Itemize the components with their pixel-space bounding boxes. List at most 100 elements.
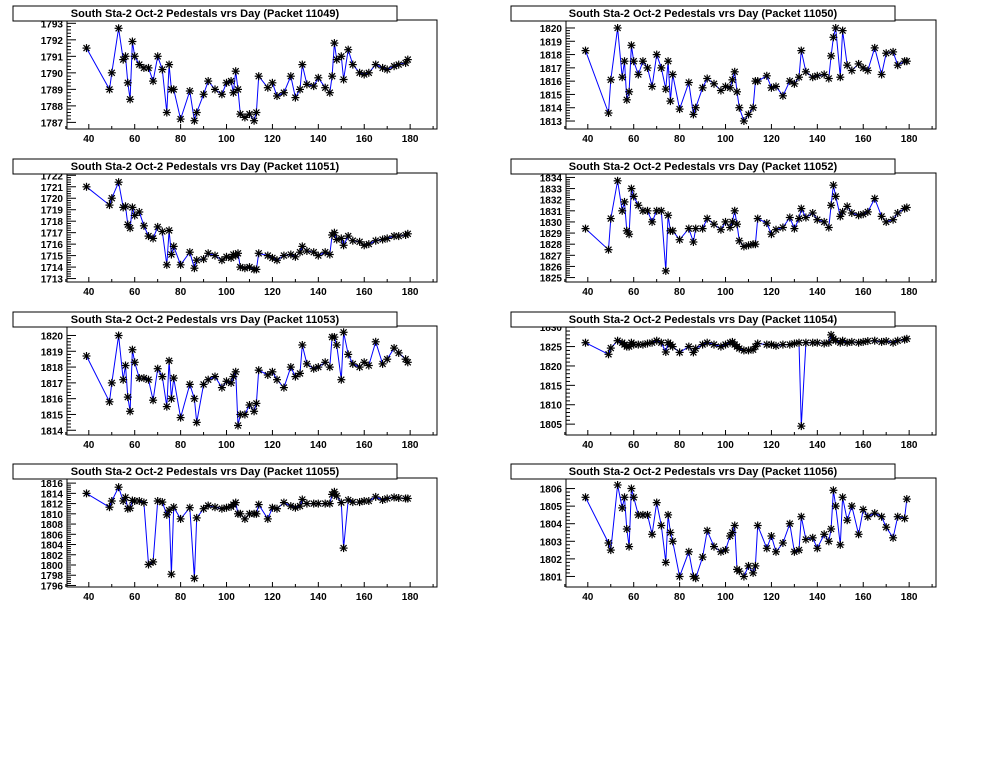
y-tick-label: 1829 [540,229,563,240]
data-point-marker [252,399,261,408]
data-point-marker [158,227,167,236]
data-point-marker [176,115,185,124]
y-tick-label: 1792 [41,36,64,47]
data-point-marker [739,572,748,581]
data-point-marker [344,350,353,359]
data-point-marker [703,526,712,535]
x-tick-label: 160 [855,287,872,298]
data-point-marker [250,116,259,125]
data-point-marker [870,194,879,203]
data-point-marker [664,211,673,220]
data-point-marker [882,49,891,58]
data-point-marker [231,367,240,376]
data-point-marker [778,539,787,547]
data-point-marker [622,525,631,533]
data-point-marker [211,251,219,260]
y-tick-label: 1717 [41,229,64,240]
data-point-marker [227,77,236,86]
data-point-marker [252,509,261,518]
data-point-marker [838,207,847,216]
data-point-marker [165,60,174,69]
data-point-marker [721,546,730,555]
data-point-marker [371,60,380,69]
data-point-marker [698,553,707,562]
data-point-marker [309,82,318,91]
data-point-marker [606,546,615,555]
y-tick-label: 1820 [41,331,64,342]
data-point-marker [733,87,741,96]
x-tick-label: 140 [310,134,327,145]
x-tick-label: 100 [218,134,235,145]
data-point-marker [627,184,636,193]
data-point-marker [199,90,208,99]
data-point-marker [744,561,753,570]
chart-title: South Sta-2 Oct-2 Pedestals vrs Day (Pac… [71,314,340,326]
x-tick-label: 140 [310,440,327,451]
data-point-marker [790,224,799,233]
data-point-marker [82,352,91,360]
data-point-marker [863,512,872,521]
data-point-marker [114,331,123,340]
y-tick-label: 1830 [540,323,563,334]
x-tick-label: 140 [809,592,826,603]
y-tick-label: 1834 [540,173,563,184]
data-point-marker [337,234,346,243]
y-tick-label: 1825 [540,343,563,354]
data-point-marker [889,47,898,56]
data-point-marker [273,92,281,100]
y-tick-label: 1813 [540,117,563,128]
data-point-marker [211,503,219,512]
data-point-marker [149,77,158,86]
chart-title: South Sta-2 Oct-2 Pedestals vrs Day (Pac… [569,314,838,326]
data-point-marker [394,232,403,241]
x-tick-label: 140 [310,287,327,298]
data-point-marker [394,348,403,357]
data-point-marker [162,402,171,411]
data-point-marker [728,75,737,84]
x-tick-label: 160 [356,134,373,145]
y-tick-label: 1826 [540,262,563,273]
data-point-marker [735,567,744,576]
data-point-marker [330,333,339,342]
data-point-marker [753,521,762,530]
data-point-marker [689,238,698,246]
data-point-marker [394,60,403,69]
y-tick-label: 1805 [540,502,563,513]
x-tick-label: 180 [402,440,419,451]
x-tick-label: 60 [628,287,640,298]
x-tick-label: 100 [717,440,734,451]
data-point-marker [813,544,822,553]
data-point-marker [668,70,677,79]
data-point-marker [231,67,240,76]
y-tick-label: 1825 [540,274,563,285]
data-point-marker [279,88,288,97]
data-point-marker [105,85,114,94]
data-point-marker [684,78,693,87]
data-point-marker [889,215,898,224]
x-tick-label: 120 [763,592,780,603]
data-point-marker [314,499,323,508]
data-point-marker [199,504,208,513]
data-point-marker [302,359,311,368]
data-point-marker [211,85,219,94]
data-point-marker [105,397,114,406]
x-tick-label: 140 [310,592,327,603]
data-point-marker [795,546,803,555]
y-tick-label: 1800 [41,561,64,572]
y-tick-label: 1803 [540,537,563,548]
x-tick-label: 60 [129,592,141,603]
y-tick-label: 1787 [41,118,64,129]
x-tick-label: 60 [628,134,640,145]
y-tick-label: 1832 [540,196,563,207]
data-point-marker [778,340,787,349]
data-point-marker [192,513,201,522]
data-point-marker [240,113,249,122]
x-tick-label: 100 [218,287,235,298]
data-point-marker [643,206,652,215]
x-tick-label: 60 [129,134,141,145]
data-point-marker [82,44,91,53]
data-point-marker [813,215,822,224]
data-point-marker [167,394,176,403]
x-tick-label: 40 [83,287,95,298]
data-point-marker [703,214,712,223]
